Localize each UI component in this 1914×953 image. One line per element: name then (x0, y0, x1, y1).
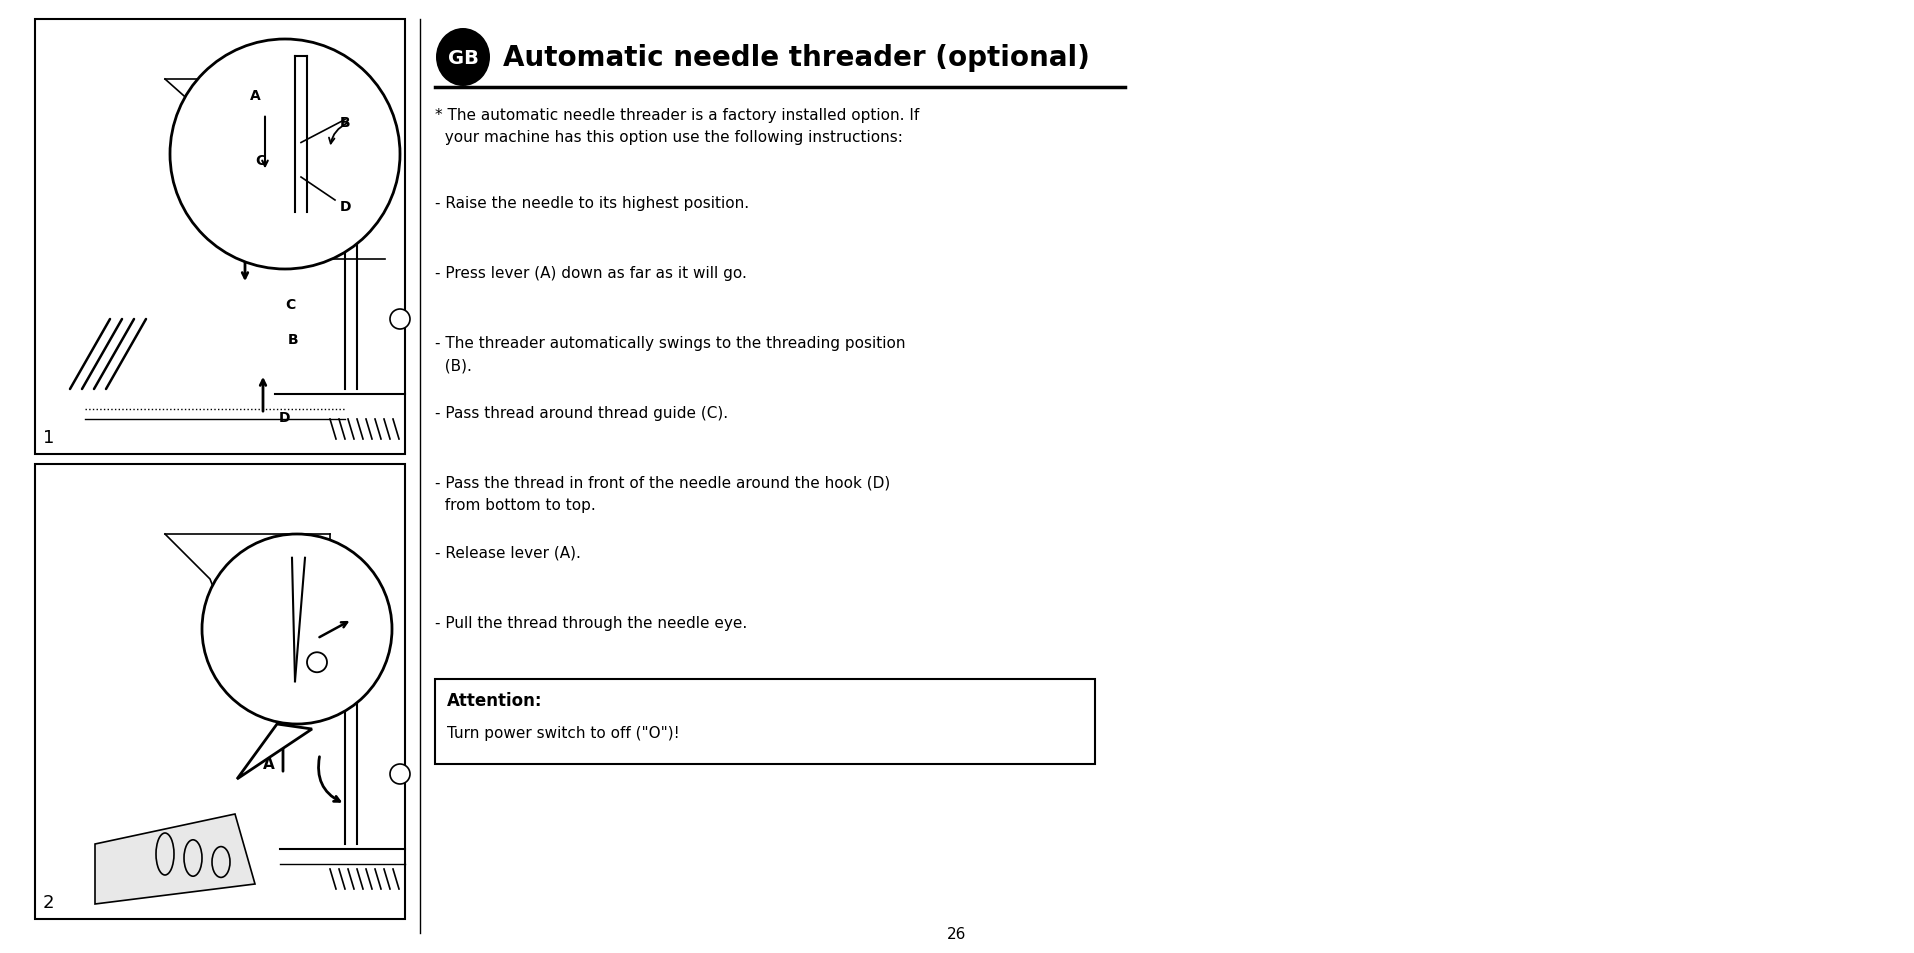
Ellipse shape (436, 29, 490, 87)
Text: 26: 26 (947, 926, 967, 941)
Polygon shape (96, 814, 255, 904)
FancyBboxPatch shape (34, 464, 404, 919)
Ellipse shape (155, 833, 174, 875)
Text: D: D (279, 411, 291, 424)
Text: Turn power switch to off ("O")!: Turn power switch to off ("O")! (446, 725, 679, 740)
Text: - The threader automatically swings to the threading position
  (B).: - The threader automatically swings to t… (434, 335, 905, 373)
Text: A: A (262, 757, 276, 772)
Circle shape (306, 653, 327, 673)
Text: - Raise the needle to its highest position.: - Raise the needle to its highest positi… (434, 195, 748, 211)
Text: GB: GB (448, 49, 478, 68)
Polygon shape (237, 724, 312, 780)
Text: 1: 1 (42, 429, 54, 447)
Text: - Release lever (A).: - Release lever (A). (434, 545, 580, 560)
Text: A: A (224, 180, 235, 194)
Text: D: D (341, 199, 352, 213)
Text: Attention:: Attention: (446, 691, 542, 709)
Ellipse shape (212, 846, 230, 878)
Text: A: A (249, 90, 260, 103)
Text: B: B (287, 333, 299, 347)
Text: * The automatic needle threader is a factory installed option. If
  your machine: * The automatic needle threader is a fac… (434, 108, 919, 145)
Circle shape (390, 764, 410, 784)
Circle shape (170, 40, 400, 270)
Text: C: C (285, 297, 295, 312)
Text: - Press lever (A) down as far as it will go.: - Press lever (A) down as far as it will… (434, 266, 746, 281)
Text: Automatic needle threader (optional): Automatic needle threader (optional) (503, 44, 1089, 71)
Text: - Pull the thread through the needle eye.: - Pull the thread through the needle eye… (434, 616, 746, 630)
Text: - Pass the thread in front of the needle around the hook (D)
  from bottom to to: - Pass the thread in front of the needle… (434, 476, 890, 513)
Circle shape (201, 535, 392, 724)
Circle shape (390, 310, 410, 330)
Ellipse shape (184, 840, 201, 876)
Text: C: C (255, 153, 264, 168)
Text: 2: 2 (42, 893, 54, 911)
Bar (434, 679, 1095, 764)
FancyBboxPatch shape (34, 20, 404, 455)
Text: - Pass thread around thread guide (C).: - Pass thread around thread guide (C). (434, 406, 727, 420)
Text: B: B (341, 115, 350, 130)
